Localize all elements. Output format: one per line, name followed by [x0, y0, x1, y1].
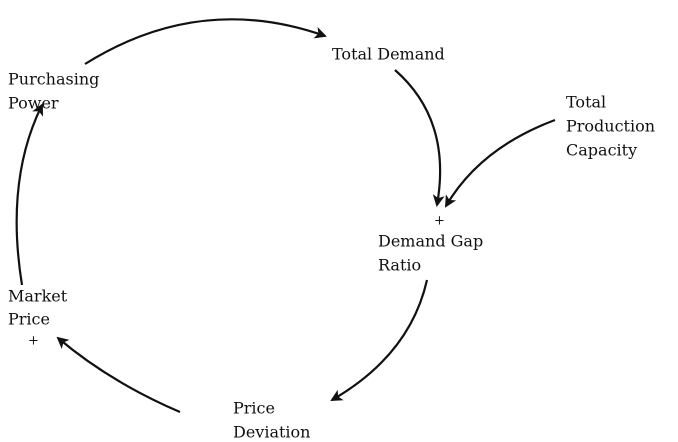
node-label: Ratio — [378, 256, 421, 275]
node-label: Price — [8, 310, 50, 329]
polarity-sign: + — [28, 334, 39, 349]
node-label: Market — [8, 287, 68, 306]
node-label: Production — [566, 117, 655, 136]
node-label: Power — [8, 94, 59, 113]
node-label: Total — [566, 93, 606, 112]
arrow — [15, 103, 43, 286]
node-label: Price — [233, 399, 275, 418]
arrow — [56, 336, 181, 414]
arrow — [330, 279, 429, 401]
arrow — [84, 18, 327, 65]
arrow — [444, 118, 556, 208]
node-label: Capacity — [566, 141, 637, 160]
polarity-sign: + — [434, 214, 445, 229]
node-label: Total Demand — [332, 45, 445, 64]
arrow — [394, 69, 445, 207]
node-label: Demand Gap — [378, 232, 483, 251]
node-label: Purchasing — [8, 70, 99, 89]
node-label: Deviation — [233, 423, 310, 442]
